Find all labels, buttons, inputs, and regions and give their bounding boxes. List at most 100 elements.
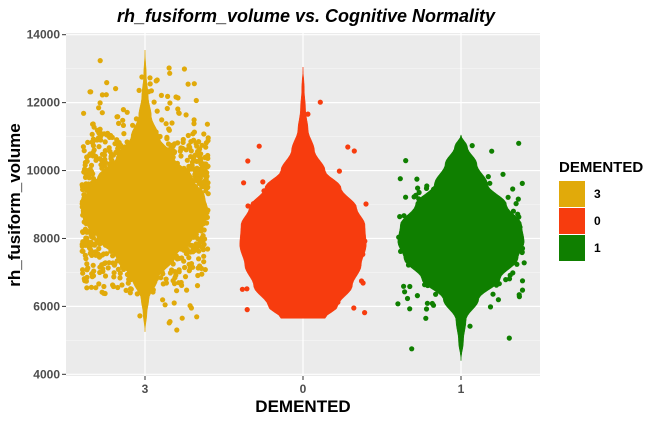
jitter-point [147,75,153,81]
jitter-point [89,131,95,137]
jitter-point [500,171,506,177]
chart-title: rh_fusiform_volume vs. Cognitive Normali… [117,6,496,26]
jitter-point [241,180,247,186]
jitter-point [244,307,250,313]
jitter-point [489,148,495,154]
jitter-point [159,117,165,123]
jitter-point [136,87,142,93]
jitter-point [167,319,173,325]
jitter-point [153,78,159,84]
jitter-point [163,121,169,127]
jitter-point [513,201,519,207]
jitter-point [91,268,97,274]
jitter-point [414,293,420,299]
jitter-point [202,236,208,242]
jitter-point [403,158,409,164]
jitter-point [113,149,119,155]
jitter-point [469,143,475,149]
y-tick-label: 4000 [33,367,60,381]
jitter-point [107,148,113,155]
jitter-point [97,269,103,276]
jitter-point [244,286,250,292]
jitter-point [184,157,190,163]
jitter-point [84,261,90,267]
jitter-point [87,240,93,246]
jitter-point [158,92,164,98]
jitter-point [505,194,511,200]
jitter-point [506,335,512,341]
jitter-point [119,282,125,288]
jitter-point [120,122,126,128]
jitter-point [351,148,357,154]
jitter-point [88,284,94,290]
jitter-point [189,159,195,165]
jitter-point [179,315,185,321]
jitter-point [395,301,401,307]
jitter-point [174,327,180,333]
jitter-point [363,201,369,207]
jitter-point [93,153,99,160]
jitter-point [401,283,407,289]
y-tick-label: 6000 [33,299,60,313]
violin-0 [239,66,367,319]
jitter-point [175,95,181,101]
jitter-point [84,285,90,291]
jitter-point [83,181,89,187]
jitter-point [199,142,205,148]
jitter-point [173,272,179,278]
jitter-point [83,236,89,242]
legend-label-0: 0 [594,214,601,228]
jitter-point [164,105,170,112]
jitter-point [510,270,516,276]
jitter-point [516,292,522,298]
jitter-point [101,131,107,137]
jitter-point [171,300,177,306]
jitter-point [204,173,210,179]
jitter-point [191,121,197,127]
jitter-point [176,267,182,273]
jitter-point [409,346,415,352]
jitter-point [196,256,202,262]
jitter-point [166,65,172,71]
jitter-point [167,70,173,76]
jitter-point [317,99,323,105]
jitter-point [195,148,201,155]
y-axis: 4000 6000 8000 10000 12000 14000 [27,28,66,381]
jitter-point [186,255,192,261]
jitter-point [203,161,209,167]
jitter-point [430,302,437,308]
jitter-point [199,271,205,277]
jitter-point [99,165,105,171]
jitter-point [345,144,351,150]
jitter-point [186,268,192,274]
jitter-point [188,139,194,145]
jitter-point [198,157,204,164]
jitter-point [519,180,525,186]
jitter-point [115,114,121,120]
jitter-point [83,256,89,262]
x-axis: 3 0 1 [142,376,465,396]
jitter-point [84,158,90,164]
jitter-point [182,274,189,280]
jitter-point [96,105,102,111]
jitter-point [96,281,102,287]
jitter-point [195,265,201,271]
jitter-point [204,121,210,127]
jitter-point [194,283,201,289]
jitter-point [117,275,123,281]
jitter-point [164,134,170,140]
legend-key-0 [559,208,585,234]
jitter-point [81,110,87,116]
jitter-point [94,137,100,143]
jitter-point [80,144,86,150]
jitter-point [188,154,194,160]
jitter-point [516,140,522,146]
jitter-point [84,229,90,235]
jitter-point [169,120,175,126]
jitter-point [180,145,186,151]
jitter-point [80,267,86,273]
jitter-point [87,166,93,172]
legend-title: DEMENTED [559,159,643,176]
jitter-point [89,139,95,145]
